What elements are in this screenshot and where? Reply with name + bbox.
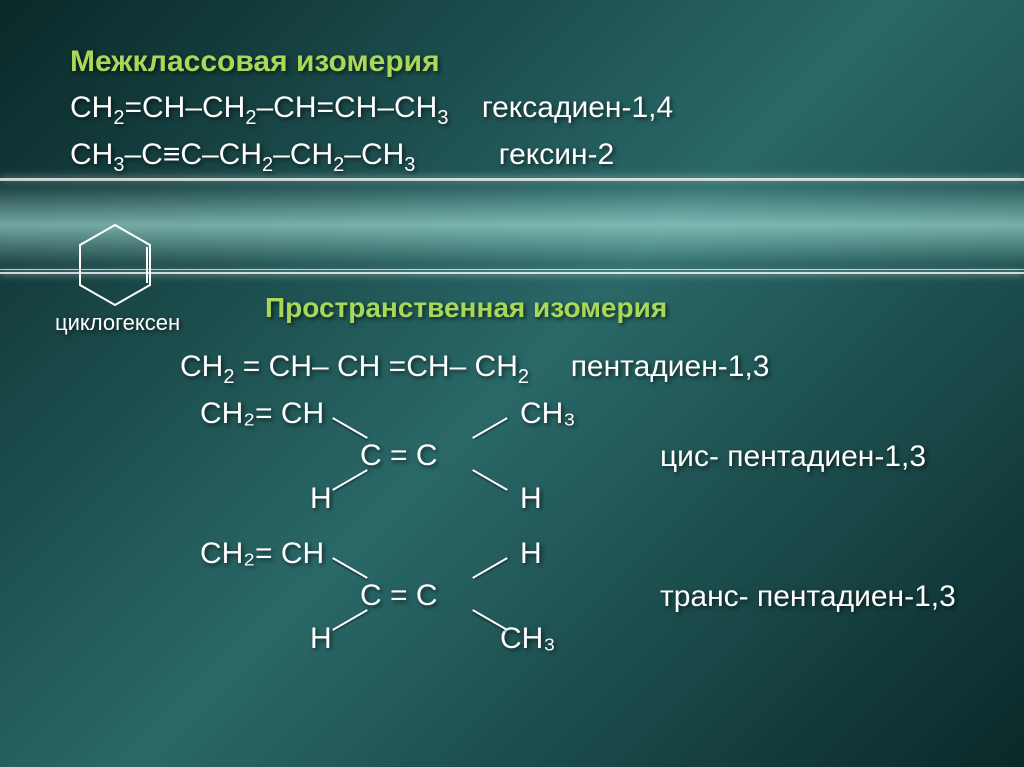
section1-title: Межклассовая изомерия (70, 45, 954, 79)
slide-content: Межклассовая изомерия CH2=CH–CH2–CH=CH–C… (0, 0, 1024, 230)
cis-label: цис- пентадиен-1,3 (660, 440, 926, 474)
formula-pentadiene: CH2 = CH– CH =CH– CH2 пентадиен-1,3 (180, 350, 956, 389)
formula-hexyne: CH3–C≡C–CH2–CH2–CH3 гексин-2 (70, 138, 954, 177)
section2-title: Пространственная изомерия (265, 292, 667, 324)
formula-hexadiene: CH2=CH–CH2–CH=CH–CH3 гексадиен-1,4 (70, 91, 954, 130)
cyclohexene-label: циклогексен (55, 310, 180, 336)
trans-isomer: CH₂= CH H C = C H CH₃ транс- пентадиен-1… (180, 537, 956, 657)
cyclohexene-icon (75, 220, 155, 315)
spatial-isomers-block: CH2 = CH– CH =CH– CH2 пентадиен-1,3 CH₂=… (180, 350, 956, 677)
cis-isomer: CH₂= CH CH₃ C = C H H цис- пентадиен-1,3 (180, 397, 956, 517)
trans-label: транс- пентадиен-1,3 (660, 580, 956, 614)
